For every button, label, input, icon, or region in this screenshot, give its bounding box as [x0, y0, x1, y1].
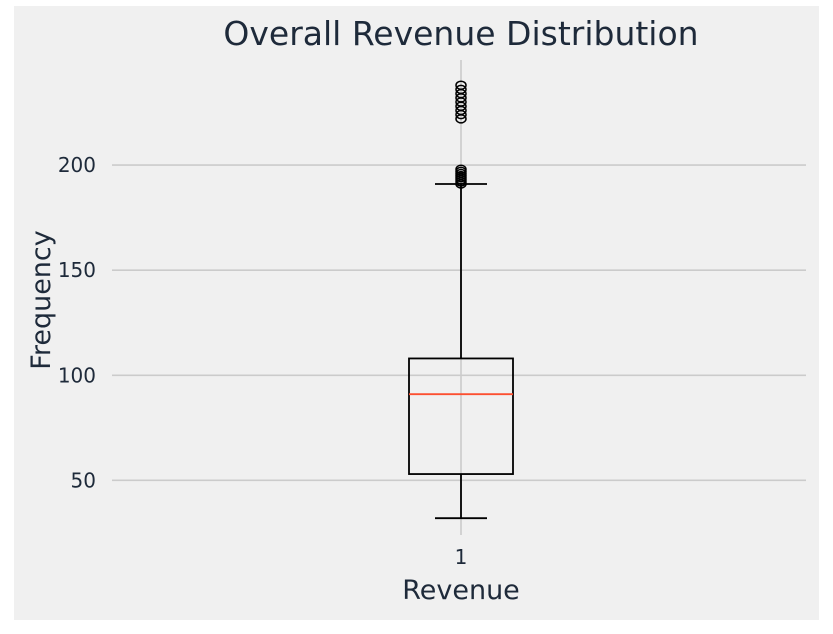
- y-tick-label-100: 100: [58, 363, 96, 387]
- outlier-point-16: [455, 80, 467, 90]
- tick-labels: 50 100 150 200 1: [58, 153, 468, 569]
- outlier-point-7: [455, 164, 467, 175]
- y-axis-label: Frequency: [26, 230, 57, 370]
- figure-background: [14, 6, 819, 620]
- outlier-point-15: [455, 84, 467, 95]
- x-tick-label-1: 1: [455, 545, 468, 569]
- y-tick-label-200: 200: [58, 153, 96, 177]
- chart-title: Overall Revenue Distribution: [223, 14, 698, 53]
- y-tick-label-150: 150: [58, 258, 96, 282]
- y-tick-label-50: 50: [71, 468, 96, 492]
- x-axis-label: Revenue: [402, 575, 520, 606]
- box-plot-layer: [408, 80, 514, 520]
- interquartile-box: [408, 357, 514, 475]
